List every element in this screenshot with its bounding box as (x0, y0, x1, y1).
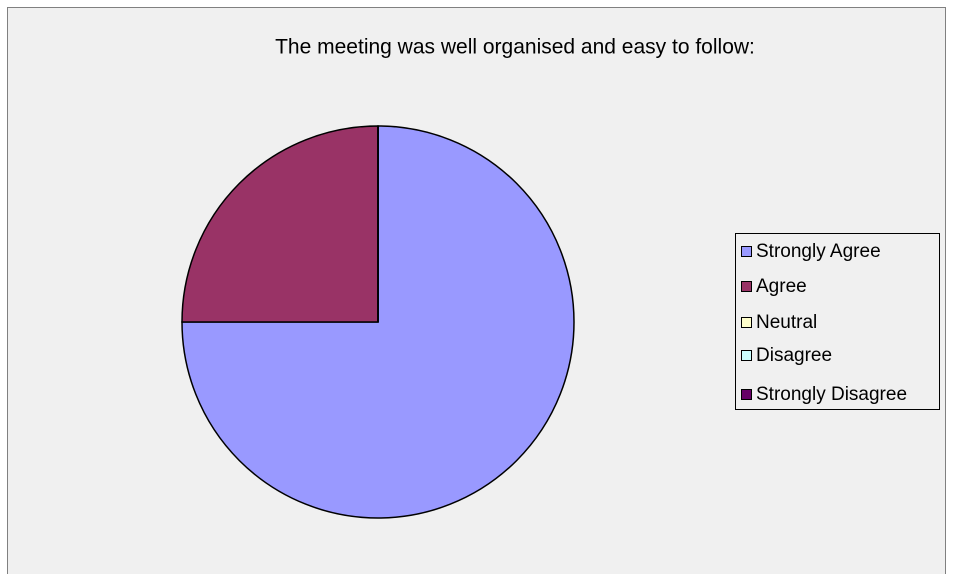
legend-swatch (741, 389, 752, 400)
legend-label: Strongly Agree (756, 241, 881, 262)
pie-slice (181, 125, 379, 323)
legend-swatch (741, 317, 752, 328)
chart-title: The meeting was well organised and easy … (275, 36, 755, 59)
legend-swatch (741, 350, 752, 361)
pie-slice (181, 125, 575, 519)
legend-label: Strongly Disagree (756, 384, 907, 405)
legend-box (735, 233, 940, 410)
legend-swatch (741, 246, 752, 257)
legend-label: Agree (756, 276, 807, 297)
legend-label: Neutral (756, 312, 817, 333)
legend-label: Disagree (756, 345, 832, 366)
legend-swatch (741, 281, 752, 292)
